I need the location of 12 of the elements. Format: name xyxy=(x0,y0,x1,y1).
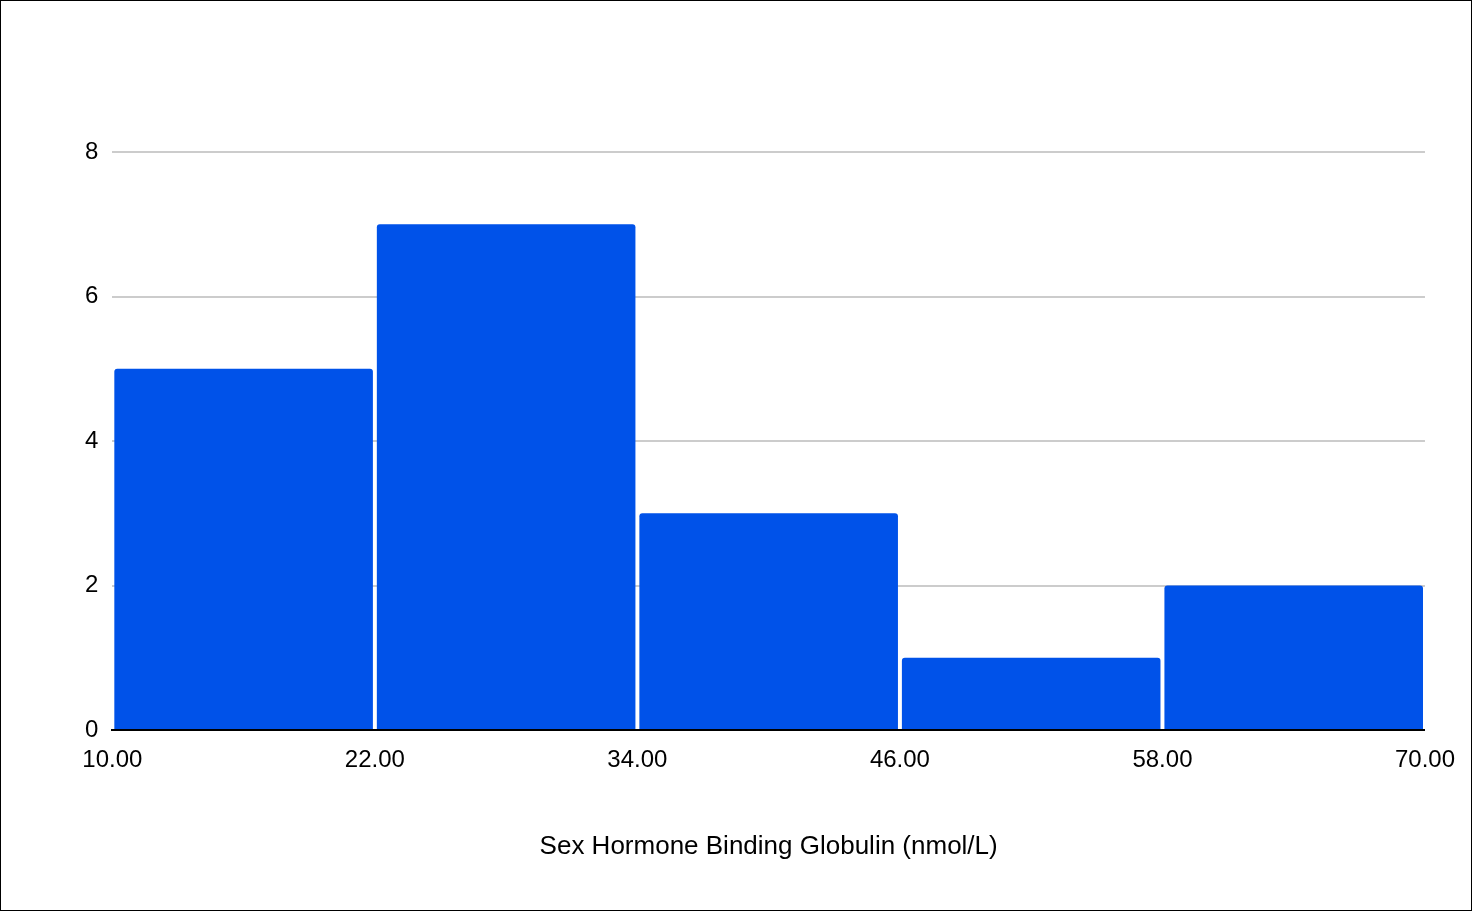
x-axis-title: Sex Hormone Binding Globulin (nmol/L) xyxy=(539,829,998,860)
y-tick-label: 2 xyxy=(84,570,99,598)
x-tick-label: 22.00 xyxy=(344,745,405,773)
y-tick-label: 4 xyxy=(84,425,99,453)
x-tick-label: 34.00 xyxy=(607,745,668,773)
x-tick-label: 70.00 xyxy=(1394,745,1455,773)
x-tick-label: 10.00 xyxy=(82,745,143,773)
y-tick-label: 8 xyxy=(84,136,99,164)
y-tick-label: 0 xyxy=(84,714,99,742)
y-tick-label: 6 xyxy=(84,281,99,309)
x-tick-label: 46.00 xyxy=(869,745,930,773)
x-tick-label: 58.00 xyxy=(1132,745,1193,773)
